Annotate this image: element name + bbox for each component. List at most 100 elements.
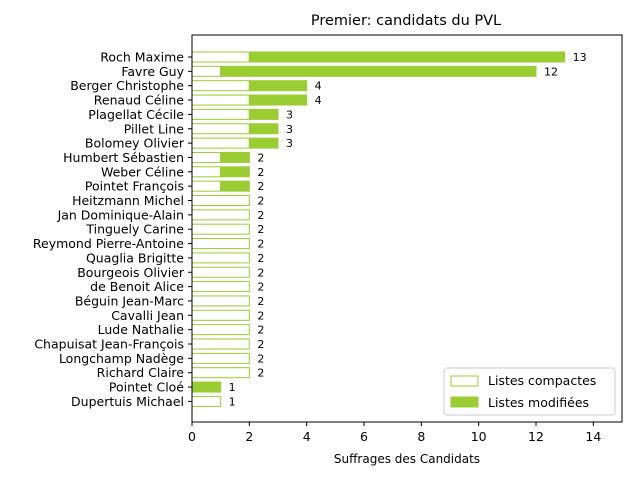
- bar-compactes: [191, 123, 250, 135]
- y-tick-label: Weber Céline: [101, 164, 184, 179]
- bar-modifiees: [248, 123, 279, 135]
- x-tick-label: 14: [585, 429, 601, 444]
- data-label: 3: [286, 108, 293, 121]
- y-tick-label: Heitzmann Michel: [72, 193, 184, 208]
- bar-compactes: [191, 51, 250, 63]
- data-label: 2: [257, 266, 264, 279]
- bar-compactes: [191, 166, 222, 178]
- data-label: 2: [257, 252, 264, 265]
- data-label: 1: [229, 381, 236, 394]
- y-tick-label: Cavalli Jean: [111, 308, 184, 323]
- y-tick-label: Reymond Pierre-Antoine: [33, 236, 184, 251]
- y-tick-label: Longchamp Nadège: [59, 351, 184, 366]
- x-tick-label: 10: [471, 429, 487, 444]
- data-label: 2: [257, 281, 264, 294]
- data-label: 2: [257, 195, 264, 208]
- bar-modifiees: [220, 180, 250, 192]
- bar-compactes: [191, 367, 250, 379]
- bar-compactes: [191, 137, 250, 149]
- x-tick-label: 4: [303, 429, 311, 444]
- data-label: 2: [257, 367, 264, 380]
- y-tick-label: Jan Dominique-Alain: [57, 207, 184, 222]
- bar-compactes: [191, 151, 222, 163]
- bar-compactes: [191, 108, 250, 120]
- bar-compactes: [191, 395, 222, 407]
- x-axis-label: Suffrages des Candidats: [334, 452, 480, 466]
- data-label: 3: [286, 137, 293, 150]
- bar-compactes: [191, 252, 250, 264]
- data-label: 2: [257, 209, 264, 222]
- bar-compactes: [191, 238, 250, 250]
- data-label: 2: [257, 151, 264, 164]
- data-label: 2: [257, 309, 264, 322]
- legend-frame: [443, 367, 616, 416]
- x-tick-label: 0: [188, 429, 196, 444]
- bar-modifiees: [248, 94, 308, 106]
- bar-modifiees: [220, 166, 250, 178]
- legend-swatch-modifiees: [450, 396, 479, 408]
- y-tick-label: Richard Claire: [97, 365, 185, 380]
- bars-group: [191, 51, 566, 407]
- y-tick-label: Favre Guy: [121, 64, 184, 79]
- y-tick-label: Chapuisat Jean-François: [34, 337, 184, 352]
- bar-compactes: [191, 180, 222, 192]
- bar-compactes: [191, 65, 222, 77]
- legend-label-modifiees: Listes modifiées: [488, 395, 589, 410]
- data-label: 2: [257, 324, 264, 337]
- data-label: 2: [257, 352, 264, 365]
- bar-compactes: [191, 223, 250, 235]
- plot-frame: [191, 34, 623, 423]
- y-tick-label: Lude Nathalie: [98, 322, 185, 337]
- bar-modifiees: [220, 151, 250, 163]
- bar-modifiees: [248, 137, 279, 149]
- y-tick-label: Tinguely Carine: [85, 222, 184, 237]
- y-tick-label: Humbert Sébastien: [63, 150, 184, 165]
- legend-label-compactes: Listes compactes: [488, 373, 596, 388]
- bar-compactes: [191, 324, 250, 336]
- bar-modifiees: [248, 80, 308, 92]
- bar-compactes: [191, 209, 250, 221]
- y-tick-label: Bolomey Olivier: [85, 136, 185, 151]
- y-tick-label: Pillet Line: [124, 121, 185, 136]
- bar-compactes: [191, 295, 250, 307]
- bar-modifiees: [248, 51, 566, 63]
- y-tick-label: Béguin Jean-Marc: [75, 293, 184, 308]
- data-label: 2: [257, 223, 264, 236]
- y-tick-label: Berger Christophe: [70, 78, 184, 93]
- bar-compactes: [191, 266, 250, 278]
- data-label: 12: [544, 65, 558, 78]
- data-label: 2: [257, 180, 264, 193]
- data-label: 2: [257, 238, 264, 251]
- data-label: 4: [315, 94, 322, 107]
- data-label: 4: [315, 80, 322, 93]
- bar-compactes: [191, 309, 250, 321]
- y-tick-label: Roch Maxime: [100, 50, 184, 65]
- y-tick-label: de Benoit Alice: [90, 279, 184, 294]
- data-label: 2: [257, 338, 264, 351]
- data-label: 2: [257, 166, 264, 179]
- data-label: 3: [286, 123, 293, 136]
- data-label: 1: [229, 395, 236, 408]
- y-tick-label: Quaglia Brigitte: [86, 250, 184, 265]
- data-label: 13: [573, 51, 587, 64]
- bar-modifiees: [248, 108, 279, 120]
- legend: Listes compactes Listes modifiées: [443, 367, 616, 416]
- chart-title: Premier: candidats du PVL: [311, 13, 501, 29]
- x-axis: 0 2 4 6 8 10 12 14: [188, 422, 601, 444]
- x-tick-label: 6: [360, 429, 368, 444]
- bar-compactes: [191, 94, 250, 106]
- y-tick-label: Dupertuis Michael: [71, 394, 184, 409]
- legend-swatch-compactes: [450, 375, 479, 387]
- y-tick-label: Pointet François: [85, 179, 184, 194]
- y-tick-label: Pointet Cloé: [109, 380, 184, 395]
- data-label: 2: [257, 295, 264, 308]
- x-tick-label: 12: [528, 429, 544, 444]
- bar-modifiees: [191, 381, 222, 393]
- bar-compactes: [191, 281, 250, 293]
- bar-compactes: [191, 352, 250, 364]
- x-tick-label: 2: [245, 429, 253, 444]
- bar-compactes: [191, 338, 250, 350]
- bar-compactes: [191, 80, 250, 92]
